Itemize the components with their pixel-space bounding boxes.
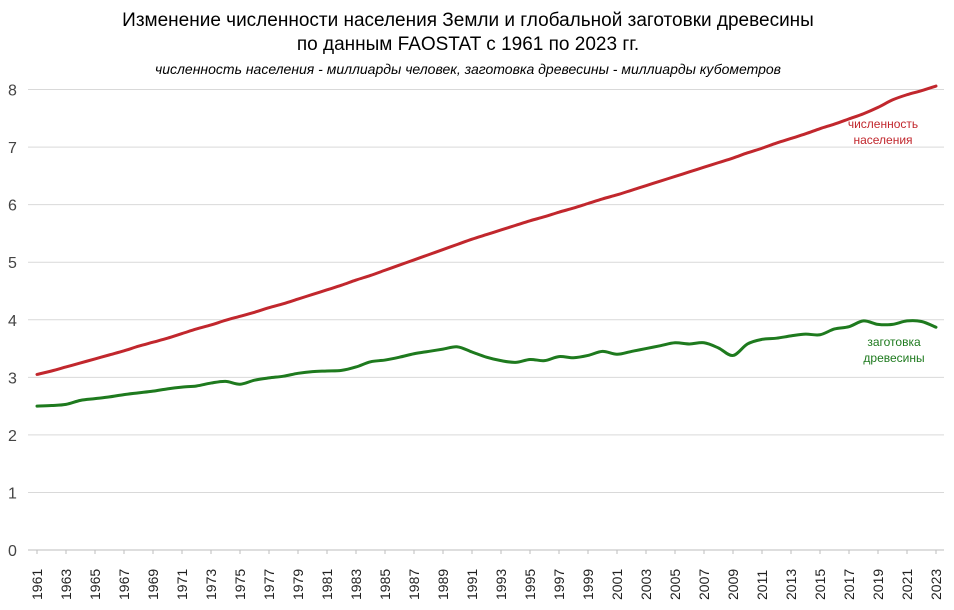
series-lines — [35, 84, 938, 408]
x-tick-label: 1967 — [116, 569, 132, 600]
y-tick-label: 0 — [8, 543, 17, 560]
x-tick-label: 1999 — [580, 569, 596, 600]
x-tick-label: 1963 — [58, 569, 74, 600]
x-tick-label: 2009 — [725, 569, 741, 600]
x-tick-label: 1995 — [522, 569, 538, 600]
wood-harvest-line — [35, 319, 938, 408]
chart-title-line-2: по данным FAOSTAT с 1961 по 2023 гг. — [297, 34, 639, 55]
y-axis: 0 1 2 3 4 5 6 7 8 — [8, 83, 17, 560]
x-tick-label: 1971 — [174, 569, 190, 600]
series-label-line: древесины — [863, 351, 924, 365]
population-series-label: численность населения — [848, 117, 918, 147]
x-tick-label: 1997 — [551, 569, 567, 600]
x-tick-label: 1989 — [435, 569, 451, 600]
population-line — [35, 84, 938, 376]
x-tick-label: 2003 — [638, 569, 654, 600]
y-tick-label: 5 — [8, 255, 17, 272]
series-label-line: численность — [848, 117, 918, 131]
x-tick-label: 2015 — [812, 569, 828, 600]
x-tick-label: 1979 — [290, 569, 306, 600]
x-tick-label: 1977 — [261, 569, 277, 600]
x-tick-label: 1973 — [203, 569, 219, 600]
x-tick-label: 2011 — [754, 570, 770, 600]
x-tick-label: 2023 — [928, 569, 944, 600]
chart-subtitle: численность населения - миллиарды челове… — [155, 61, 781, 77]
x-tick-label: 1981 — [319, 569, 335, 600]
y-tick-label: 1 — [8, 485, 17, 502]
x-tick-label: 2013 — [783, 569, 799, 600]
x-tick-label: 2005 — [667, 569, 683, 600]
x-axis: 1961 1963 1965 1967 1969 1971 1973 1975 1977 1979… — [29, 550, 944, 600]
x-tick-label: 1983 — [348, 569, 364, 600]
chart-title: Изменение численности населения Земли и … — [122, 10, 814, 55]
x-tick-label: 1975 — [232, 569, 248, 600]
x-tick-label: 1993 — [493, 569, 509, 600]
wood-harvest-series-label: заготовка древесины — [863, 335, 924, 365]
y-tick-label: 3 — [8, 370, 17, 387]
series-label-line: заготовка — [867, 335, 921, 349]
series-labels: численность населения заготовка древесины — [848, 117, 925, 365]
x-tick-label: 1961 — [29, 569, 45, 600]
x-tick-label: 2017 — [841, 569, 857, 600]
x-tick-label: 1969 — [145, 569, 161, 600]
x-tick-label: 2019 — [870, 569, 886, 600]
x-tick-label: 1987 — [406, 569, 422, 600]
series-label-line: населения — [853, 133, 912, 147]
x-tick-label: 1965 — [87, 569, 103, 600]
chart-title-line-1: Изменение численности населения Земли и … — [122, 10, 814, 31]
x-tick-label: 2007 — [696, 569, 712, 600]
x-tick-label: 2021 — [899, 569, 915, 600]
y-tick-label: 2 — [8, 428, 17, 445]
y-tick-label: 6 — [8, 198, 17, 215]
y-tick-label: 4 — [8, 313, 17, 330]
y-tick-label: 8 — [8, 83, 17, 100]
grid-lines — [28, 89, 944, 551]
x-tick-label: 2001 — [609, 569, 625, 600]
y-tick-label: 7 — [8, 140, 17, 157]
x-tick-label: 1985 — [377, 569, 393, 600]
x-tick-label: 1991 — [464, 569, 480, 600]
